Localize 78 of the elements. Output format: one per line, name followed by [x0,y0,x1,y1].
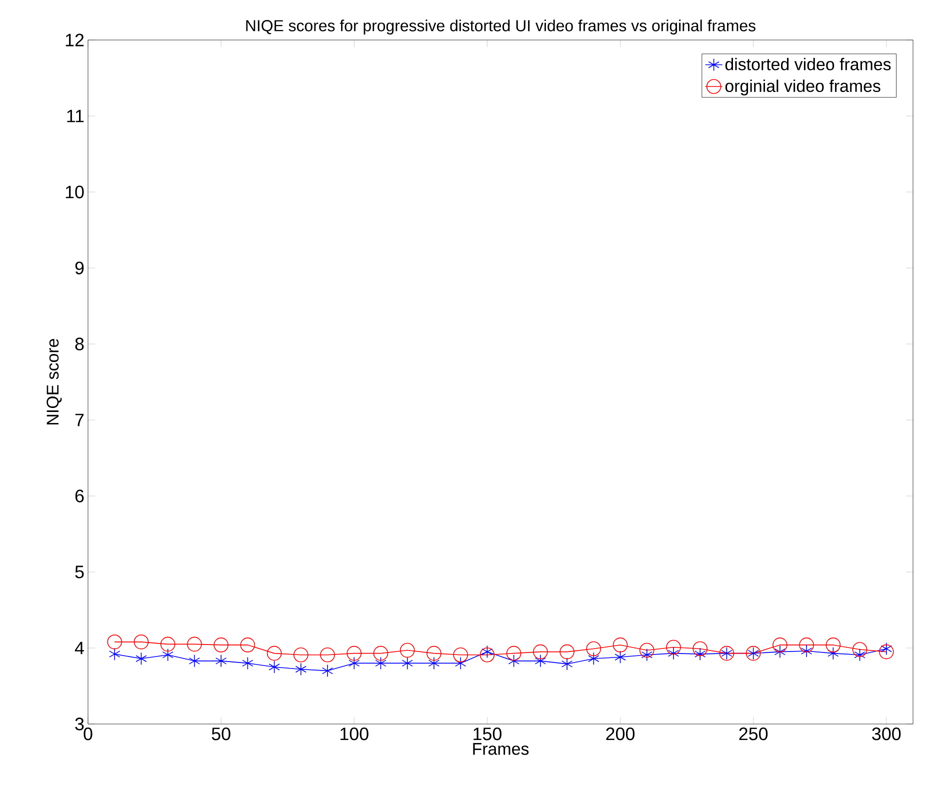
y-tick-label: 3 [75,718,84,730]
y-tick-label: 11 [67,110,84,122]
point [666,640,681,655]
point [799,638,814,652]
point [162,648,174,662]
x-tick-label: 100 [340,728,368,740]
point [400,642,415,658]
point [320,647,335,662]
point [828,646,839,660]
x-tick-label: 300 [872,728,901,740]
x-tick-label: 150 [474,728,502,740]
point [561,658,573,670]
x-tick-label: 250 [739,728,768,740]
point [878,644,894,660]
point [240,638,256,652]
point [454,656,466,670]
y-tick-label: 9 [75,262,84,274]
point [322,664,334,678]
y-tick-label: 7 [75,414,84,426]
point [772,638,788,652]
point [694,648,706,660]
y-tick-label: 5 [75,566,84,578]
point [109,648,120,660]
point [482,645,493,658]
y-axis-title: NIQE score [46,338,62,424]
point [668,646,680,660]
point [639,642,654,658]
point [134,634,149,650]
point [268,660,280,674]
point [107,634,122,650]
point [480,647,495,662]
y-tick-label: 10 [66,186,84,198]
point [188,654,200,668]
point [612,638,628,652]
x-axis-title: Frames [473,743,529,755]
point [852,642,868,657]
point [800,644,812,658]
point [588,652,600,666]
point [402,656,413,670]
point [160,636,176,652]
point [641,648,652,662]
legend-label: distorted video frames [725,58,891,70]
point [215,654,227,668]
point [453,647,468,662]
point [294,647,308,662]
point [346,646,362,661]
point [534,654,546,668]
point [295,662,306,676]
point [348,656,360,670]
legend-label: orginial video frames [725,80,880,96]
point [508,654,520,668]
point [614,650,626,664]
point [692,641,708,656]
y-tick-label: 6 [75,490,84,502]
point [214,638,228,652]
point [426,646,442,661]
y-tick-label: 4 [74,642,84,654]
point [266,646,282,661]
point [373,646,388,661]
point [533,644,548,660]
point [854,648,866,662]
point [880,642,892,656]
point [774,645,786,658]
x-tick-label: 200 [606,728,635,740]
x-tick-label: 0 [84,728,92,740]
y-tick-label: 12 [66,34,84,46]
point [187,636,202,652]
chart-title: NIQE scores for progressive distorted UI video frames vs original frames [246,20,756,34]
point [560,644,574,660]
x-tick-label: 50 [212,728,230,740]
point [136,652,147,666]
point [506,646,522,661]
point [428,656,440,670]
point [375,656,386,670]
point [586,641,602,656]
point [826,638,841,652]
point [242,656,254,670]
y-tick-label: 8 [75,338,84,350]
